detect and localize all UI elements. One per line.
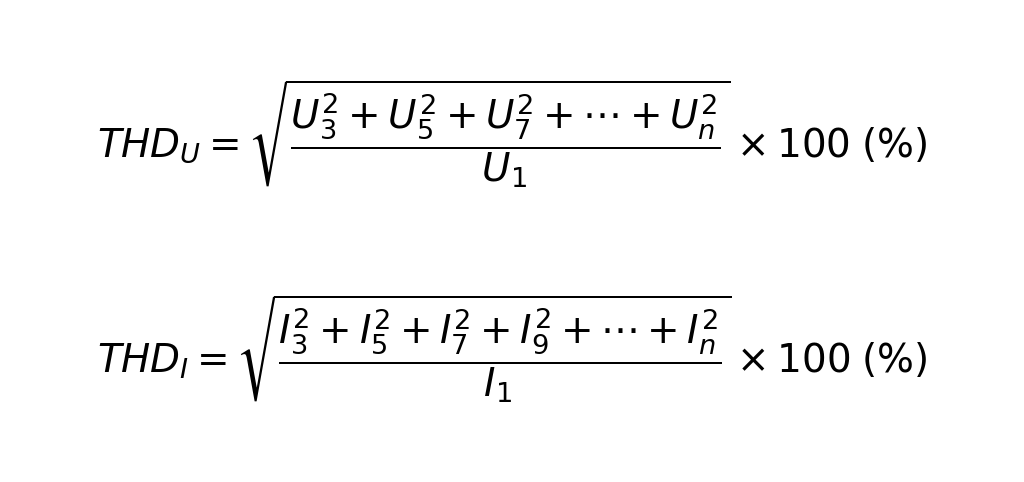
Text: $\mathit{THD}_{I} = \sqrt{\dfrac{I_3^2 + I_5^2 + I_7^2 + I_9^2 + \cdots + I_n^2}: $\mathit{THD}_{I} = \sqrt{\dfrac{I_3^2 +… <box>96 293 928 405</box>
Text: $\mathit{THD}_{U} = \sqrt{\dfrac{U_3^2 + U_5^2 + U_7^2 + \cdots + U_n^2}{U_1}} \: $\mathit{THD}_{U} = \sqrt{\dfrac{U_3^2 +… <box>97 77 927 189</box>
